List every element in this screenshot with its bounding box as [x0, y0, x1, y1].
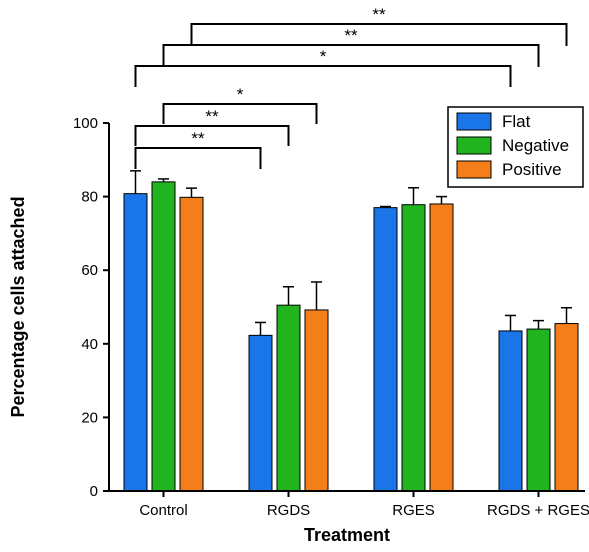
significance-bracket — [162, 103, 318, 124]
significance-bracket — [190, 23, 568, 46]
significance-bracket — [134, 125, 290, 146]
y-tick-label: 0 — [90, 483, 98, 500]
y-tick-label: 20 — [81, 409, 98, 426]
y-tick-label: 60 — [81, 262, 98, 279]
significance-bracket — [134, 147, 262, 169]
x-tick-label: RGDS + RGES — [487, 502, 589, 519]
bar — [373, 207, 398, 492]
legend-swatch — [456, 136, 492, 155]
significance-label: ** — [191, 129, 205, 148]
legend-label: Negative — [502, 136, 569, 155]
bar — [123, 193, 148, 492]
bar — [276, 304, 301, 492]
significance-label: * — [237, 85, 244, 104]
bar — [498, 330, 523, 492]
axes — [108, 123, 585, 492]
x-ticks: Control RGDS RGES RGDS + RGES — [139, 491, 589, 519]
y-tick-label: 80 — [81, 189, 98, 206]
legend-swatch — [456, 160, 492, 179]
significance-brackets: ********** — [134, 5, 568, 169]
x-tick-label: RGES — [392, 502, 435, 519]
y-axis-title: Percentage cells attached — [8, 196, 28, 417]
legend-label: Flat — [502, 112, 531, 131]
legend-label: Positive — [502, 160, 562, 179]
y-ticks: 0 20 40 60 80 100 — [73, 115, 109, 500]
significance-label: ** — [372, 5, 386, 24]
x-axis-title: Treatment — [304, 525, 390, 545]
bar — [554, 323, 579, 492]
bar — [304, 309, 329, 492]
bar — [429, 203, 454, 492]
legend: Flat Negative Positive — [447, 106, 584, 188]
y-tick-label: 40 — [81, 336, 98, 353]
significance-label: * — [320, 47, 327, 66]
bar — [401, 204, 426, 492]
bar — [151, 181, 176, 492]
significance-label: ** — [344, 26, 358, 45]
significance-label: ** — [205, 107, 219, 126]
x-tick-label: Control — [139, 502, 187, 519]
bars — [123, 170, 579, 492]
bar — [526, 328, 551, 492]
bar — [179, 196, 204, 492]
x-tick-label: RGDS — [267, 502, 310, 519]
legend-swatch — [456, 112, 492, 131]
bar — [248, 334, 273, 492]
significance-bracket — [162, 44, 540, 67]
significance-bracket — [134, 65, 512, 87]
y-tick-label: 100 — [73, 115, 98, 132]
